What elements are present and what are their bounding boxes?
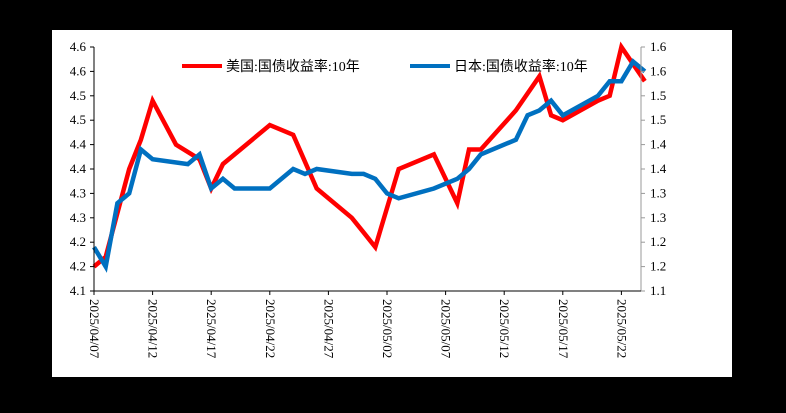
left-tick-label: 4.1 (70, 283, 86, 298)
x-tick-label: 2025/04/27 (321, 299, 336, 359)
x-tick-label: 2025/04/12 (146, 299, 161, 358)
right-tick-label: 1.3 (650, 210, 666, 225)
left-tick-label: 4.6 (70, 39, 87, 54)
left-tick-label: 4.2 (70, 259, 86, 274)
left-tick-label: 4.3 (70, 210, 86, 225)
right-tick-label: 1.4 (650, 137, 667, 152)
x-tick-label: 2025/05/12 (497, 299, 512, 358)
axes: 4.1 1.1 4.2 1.2 4.2 1.2 4.3 1.3 4.3 1.3 4.4 1.4 4.4 1… (70, 39, 667, 359)
right-tick-label: 1.5 (650, 112, 666, 127)
series-line-jp (92, 58, 647, 273)
line-chart: 4.1 1.1 4.2 1.2 4.2 1.2 4.3 1.3 4.3 1.3 4.4 1.4 4.4 1… (70, 39, 667, 359)
left-tick-label: 4.2 (70, 234, 86, 249)
left-tick-label: 4.5 (70, 112, 86, 127)
right-tick-label: 1.6 (650, 39, 667, 54)
right-tick-label: 1.2 (650, 234, 666, 249)
right-tick-label: 1.5 (650, 88, 666, 103)
series-line-us (92, 41, 647, 269)
x-tick-label: 2025/05/07 (439, 299, 454, 359)
right-tick-label: 1.3 (650, 185, 666, 200)
legend: 美国:国债收益率:10年 日本:国债收益率:10年 (182, 58, 588, 75)
plot-lines (92, 41, 647, 273)
x-tick-label: 2025/05/17 (556, 299, 571, 359)
left-tick-label: 4.3 (70, 185, 86, 200)
x-tick-label: 2025/04/07 (87, 299, 102, 359)
left-tick-label: 4.5 (70, 88, 86, 103)
right-tick-label: 1.1 (650, 283, 666, 298)
x-tick-label: 2025/04/22 (263, 299, 278, 358)
left-tick-label: 4.4 (70, 161, 87, 176)
left-tick-label: 4.4 (70, 137, 87, 152)
legend-label-us: 美国:国债收益率:10年 (226, 58, 360, 75)
x-tick-label: 2025/05/02 (380, 299, 395, 358)
chart-panel: 4.1 1.1 4.2 1.2 4.2 1.2 4.3 1.3 4.3 1.3 4.4 1.4 4.4 1… (52, 30, 732, 377)
legend-label-jp: 日本:国债收益率:10年 (454, 58, 588, 75)
x-tick-label: 2025/04/17 (204, 299, 219, 359)
right-tick-label: 1.2 (650, 259, 666, 274)
right-tick-label: 1.4 (650, 161, 667, 176)
left-tick-label: 4.6 (70, 63, 87, 78)
x-tick-label: 2025/05/22 (614, 299, 629, 358)
right-tick-label: 1.6 (650, 63, 667, 78)
